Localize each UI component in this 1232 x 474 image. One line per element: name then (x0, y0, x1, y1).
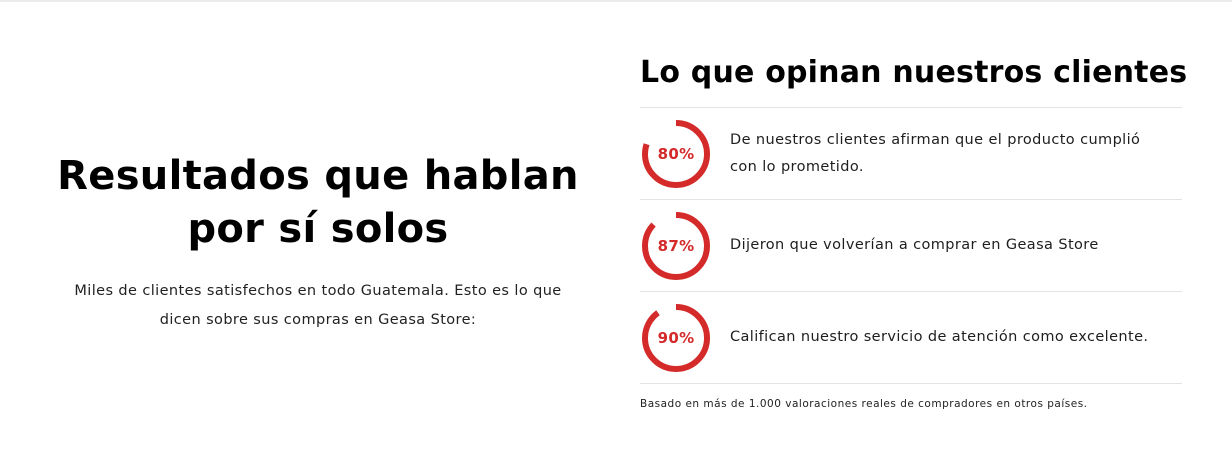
results-description-line-2: dicen sobre sus compras en Geasa Store: (159, 312, 477, 328)
progress-ring-percent: 90% (657, 328, 695, 347)
progress-ring: 87% (640, 210, 712, 282)
stat-text: Califican nuestro servicio de atención c… (730, 324, 1148, 351)
stat-row-satisfaction: 80% De nuestros clientes afirman que el … (640, 108, 1182, 200)
results-heading: Resultados que hablan por sí solos (40, 150, 596, 256)
progress-ring-percent: 80% (657, 144, 695, 163)
results-heading-line-2: por sí solos (187, 206, 449, 252)
stat-row-repurchase: 87% Dijeron que volverían a comprar en G… (640, 200, 1182, 292)
progress-ring-arc (642, 119, 710, 188)
opinions-heading: Lo que opinan nuestros clientes (640, 55, 1188, 90)
results-description: Miles de clientes satisfechos en todo Gu… (40, 277, 596, 335)
customer-opinions: Lo que opinan nuestros clientes 80% De n… (640, 52, 1188, 410)
stat-text-line-1: Califican nuestro servicio de atención c… (730, 329, 1149, 345)
progress-ring-arc (642, 211, 710, 280)
progress-ring: 90% (640, 302, 712, 374)
progress-ring-percent: 87% (657, 236, 695, 255)
progress-ring-arc (642, 303, 710, 372)
stat-text: Dijeron que volverían a comprar en Geasa… (730, 232, 1099, 259)
ratings-footnote: Basado en más de 1.000 valoraciones real… (640, 398, 1088, 410)
stat-text-line-1: De nuestros clientes afirman que el prod… (730, 131, 1141, 148)
progress-ring-graphic (642, 211, 710, 280)
progress-ring-graphic (642, 119, 710, 188)
stat-text: De nuestros clientes afirman que el prod… (730, 127, 1140, 181)
results-intro: Resultados que hablan por sí solos Miles… (40, 150, 596, 335)
results-heading-line-1: Resultados que hablan (57, 153, 579, 199)
stat-text-line-1: Dijeron que volverían a comprar en Geasa… (730, 237, 1099, 253)
results-description-line-1: Miles de clientes satisfechos en todo Gu… (74, 283, 562, 299)
top-divider (0, 0, 1232, 2)
stat-text-line-2: con lo prometido. (730, 158, 864, 175)
opinions-divider (640, 107, 1182, 108)
progress-ring-graphic (642, 303, 710, 372)
progress-ring: 80% (640, 118, 712, 190)
stat-row-service: 90% Califican nuestro servicio de atenci… (640, 292, 1182, 384)
